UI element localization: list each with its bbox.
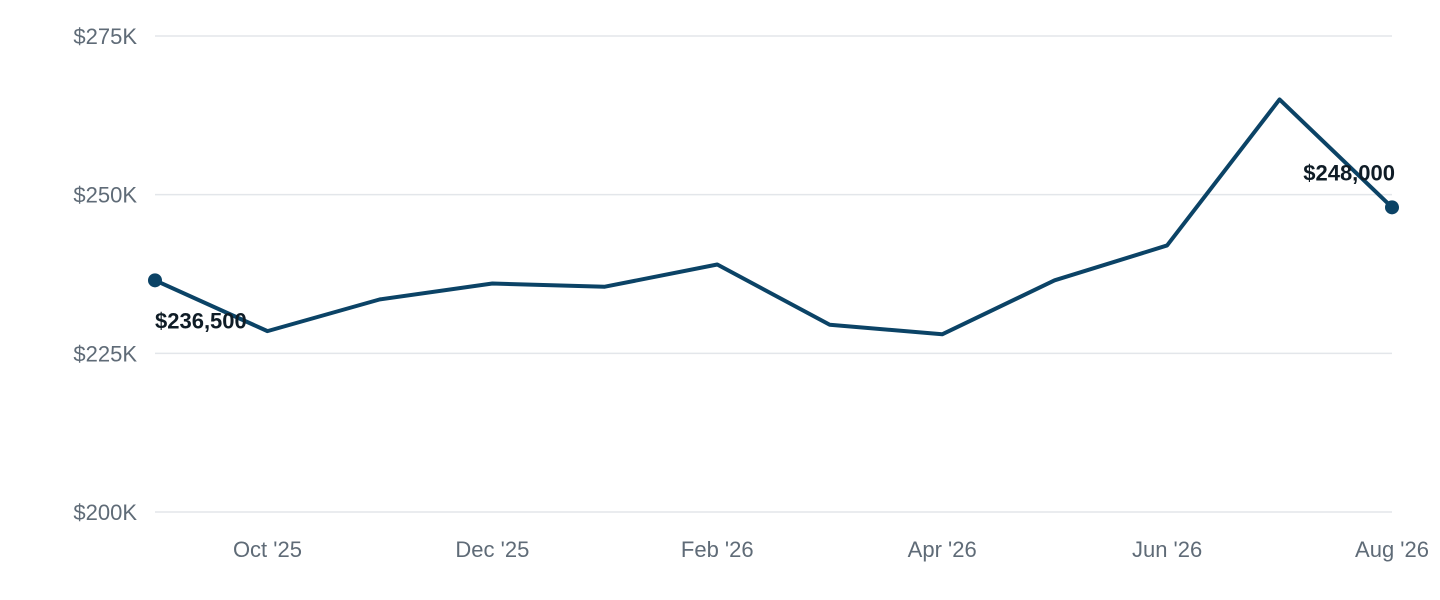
endpoint-marker [1385,200,1399,215]
x-tick-label: Oct '25 [233,537,302,562]
y-tick-label: $225K [73,341,137,366]
x-tick-label: Jun '26 [1132,537,1202,562]
series-layer [148,97,1399,337]
data-label-layer: $236,500 $248,000 [155,160,1395,333]
series-line [153,97,1394,337]
x-tick-label: Apr '26 [908,537,977,562]
x-tick-label: Feb '26 [681,537,754,562]
y-tick-label: $275K [73,24,137,49]
y-tick-label: $200K [73,500,137,525]
y-tick-label: $250K [73,183,137,208]
grid-layer [155,35,1392,513]
data-label: $236,500 [155,308,247,333]
y-axis: $200K $225K $250K $275K [73,24,137,525]
x-tick-label: Aug '26 [1355,537,1429,562]
x-tick-label: Dec '25 [455,537,529,562]
endpoint-marker [148,273,162,288]
x-axis: Oct '25 Dec '25 Feb '26 Apr '26 Jun '26 Aug '… [233,537,1429,562]
data-label: $248,000 [1303,160,1395,185]
